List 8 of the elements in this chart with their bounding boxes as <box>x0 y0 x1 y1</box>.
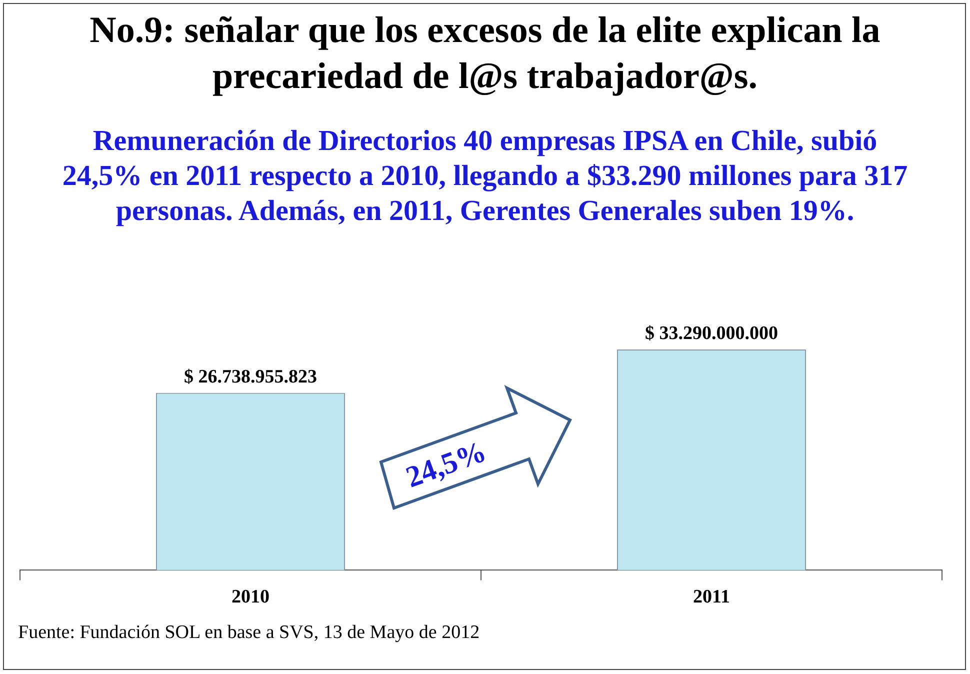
data-label: $ 26.738.955.823 <box>184 366 317 388</box>
chart-title: No.9: señalar que los excesos de la elite explican la precariedad de l@s trabajador@s. <box>88 9 882 99</box>
data-label: $ 33.290.000.000 <box>645 322 778 344</box>
x-tick-label: 2010 <box>232 586 270 608</box>
source-note: Fuente: Fundación SOL en base a SVS, 13 de Mayo de 2012 <box>18 622 480 644</box>
x-tick-label: 2011 <box>693 586 730 608</box>
annotation: 24,5% <box>402 434 491 496</box>
chart-subtitle: Remuneración de Directorios 40 empresas IPSA en Chile, subió 24,5% en 2011 respecto a 2010, llegando a $33.290 millones para 317 personas. Además, en 2011, Gerentes Generales suben 19%. <box>61 124 909 229</box>
